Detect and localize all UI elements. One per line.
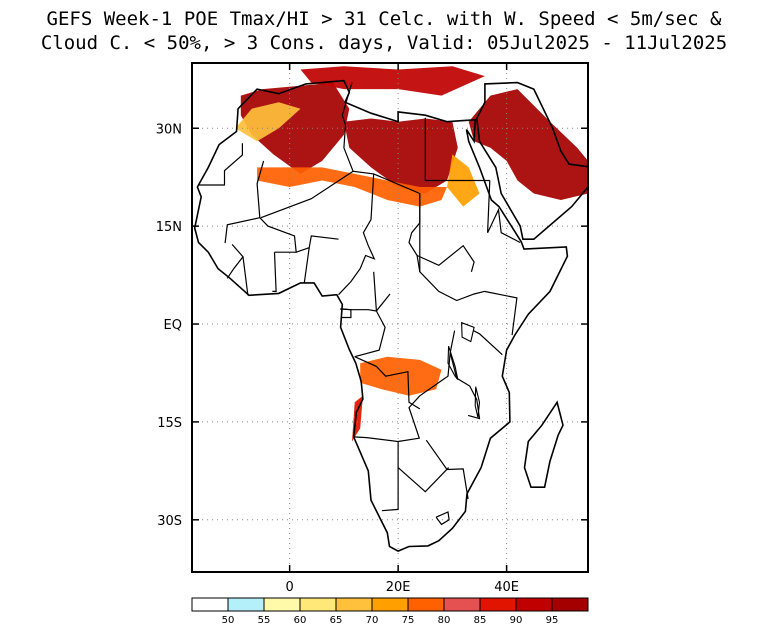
- country-border: [473, 330, 503, 356]
- x-tick-label: 40E: [494, 580, 519, 595]
- shaded-region-angola-zambia: [360, 356, 442, 396]
- colorbar: 50 55 60 65 70 75 80 85 90 95: [191, 597, 589, 626]
- colorbar-label: 90: [510, 615, 523, 626]
- x-tick-label: 20E: [386, 580, 411, 595]
- country-border: [353, 436, 399, 512]
- colorbar-label: 50: [222, 615, 235, 626]
- arabian-peninsula-coastline: [475, 81, 588, 240]
- country-border: [398, 352, 451, 443]
- colorbar-swatch: [371, 597, 409, 612]
- colorbar-label: 85: [474, 615, 487, 626]
- colorbar-label: 75: [402, 615, 415, 626]
- country-border: [338, 173, 376, 296]
- shaded-region-maghreb-coast: [235, 102, 301, 142]
- colorbar-swatch: [263, 597, 301, 612]
- map-plot-area: [192, 63, 588, 572]
- country-border: [272, 252, 277, 292]
- shaded-region-sahara-central: [343, 118, 458, 194]
- y-tick-label: 15N: [156, 220, 182, 235]
- colorbar-swatch: [551, 597, 589, 612]
- map-axes: 30N 15N EQ 15S 30S 0 20E 40E: [156, 63, 588, 595]
- country-border: [198, 143, 243, 186]
- map-frame: [191, 62, 589, 573]
- colorbar-swatch: [443, 597, 481, 612]
- colorbar-label: 55: [258, 615, 271, 626]
- country-border: [484, 290, 518, 336]
- colorbar-swatch: [227, 597, 265, 612]
- colorbar-label: 95: [546, 615, 559, 626]
- lake-outline: [474, 386, 481, 418]
- map-title-line-1: GEFS Week-1 POE Tmax/HI > 31 Celc. with …: [46, 8, 722, 30]
- colorbar-label: 60: [294, 615, 307, 626]
- colorbar-swatch: [479, 597, 517, 612]
- country-border: [354, 293, 391, 358]
- country-border: [435, 511, 450, 526]
- country-border: [397, 467, 450, 493]
- lake-outline: [447, 346, 459, 380]
- colorbar-swatch: [299, 597, 337, 612]
- country-border: [226, 244, 244, 279]
- y-tick-label: 30S: [157, 514, 182, 529]
- colorbar-label: 80: [438, 615, 451, 626]
- y-tick-label: 30N: [156, 122, 182, 137]
- country-border: [303, 247, 310, 283]
- lake-outline: [461, 321, 475, 343]
- colorbar-label: 70: [366, 615, 379, 626]
- colorbar-swatch: [515, 597, 553, 612]
- shaded-region-arabia: [468, 89, 588, 200]
- country-border: [242, 256, 249, 296]
- country-border: [341, 82, 354, 172]
- colorbar-label: 65: [330, 615, 343, 626]
- shaded-region-sahel-band: [257, 167, 447, 207]
- africa-coastline: [193, 79, 569, 552]
- x-tick-label: 0: [286, 580, 294, 595]
- colorbar-swatch: [407, 597, 445, 612]
- country-border: [487, 180, 521, 244]
- country-border: [259, 217, 339, 254]
- map-title-line-2: Cloud C. < 50%, > 3 Cons. days, Valid: 0…: [40, 32, 728, 54]
- country-border: [408, 222, 421, 272]
- country-border: [424, 117, 490, 182]
- y-tick-label: 15S: [157, 416, 182, 431]
- colorbar-swatch: [191, 597, 229, 612]
- country-border: [425, 439, 469, 499]
- country-border: [419, 193, 485, 302]
- madagascar-coastline: [523, 400, 564, 489]
- country-border: [340, 308, 352, 319]
- colorbar-swatch: [335, 597, 373, 612]
- country-border: [416, 244, 475, 272]
- country-border: [342, 271, 378, 312]
- y-tick-label: EQ: [164, 318, 182, 333]
- country-border: [354, 356, 421, 410]
